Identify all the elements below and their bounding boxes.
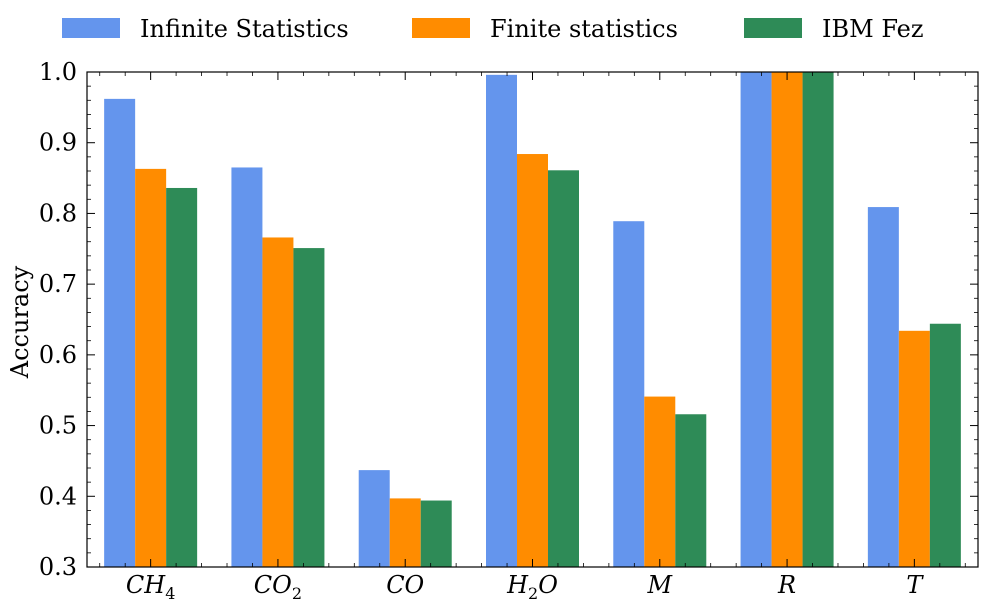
- y-tick-label: 0.8: [39, 199, 77, 227]
- bar-ibm-fez-1: [293, 248, 325, 568]
- x-tick-label: CO2: [254, 571, 302, 603]
- y-tick-label: 0.4: [39, 482, 77, 510]
- bars-layer: [104, 72, 961, 568]
- y-tick-label: 1.0: [39, 58, 77, 86]
- bar-infinite-statistics-3: [486, 74, 517, 567]
- x-tick-label-subscript: 4: [165, 584, 175, 603]
- bar-infinite-statistics-1: [231, 167, 263, 567]
- legend-label-infinite-statistics: Infinite Statistics: [140, 15, 349, 43]
- bar-ibm-fez-2: [420, 500, 452, 567]
- x-tick-label-base: H: [506, 571, 529, 599]
- legend: Infinite Statistics Finite statistics IBM …: [62, 15, 924, 43]
- bar-finite-statistics-3: [517, 154, 548, 567]
- y-tick-label: 0.7: [39, 270, 77, 298]
- y-tick-label: 0.5: [39, 412, 77, 440]
- x-tick-label-base: T: [906, 571, 924, 599]
- bar-infinite-statistics-6: [867, 207, 899, 568]
- x-tick-label-suffix: O: [538, 571, 558, 599]
- bar-finite-statistics-6: [898, 330, 930, 567]
- bar-infinite-statistics-4: [613, 221, 645, 567]
- y-tick-label: 0.3: [39, 553, 77, 581]
- x-tick-label: CO: [386, 571, 424, 599]
- x-tick-label: M: [646, 571, 673, 599]
- legend-label-ibm-fez: IBM Fez: [822, 15, 924, 43]
- bar-finite-statistics-5: [771, 72, 803, 567]
- x-tick-label-base: R: [777, 571, 796, 599]
- bar-infinite-statistics-0: [104, 98, 136, 567]
- x-tick-label-base: M: [646, 571, 673, 599]
- x-tick-label-subscript: 2: [528, 584, 538, 603]
- x-tick-label-base: CH: [126, 571, 166, 599]
- x-tick-label-subscript: 2: [292, 584, 302, 603]
- bar-ibm-fez-6: [929, 323, 961, 567]
- x-tick-label: CH4: [126, 571, 175, 603]
- bar-ibm-fez-3: [548, 170, 579, 568]
- bar-finite-statistics-4: [644, 396, 676, 567]
- bar-finite-statistics-1: [262, 237, 294, 567]
- legend-swatch-ibm-fez: [744, 18, 802, 38]
- x-tick-label-base: CO: [254, 571, 292, 599]
- legend-label-finite-statistics: Finite statistics: [490, 15, 678, 43]
- legend-swatch-finite-statistics: [412, 18, 470, 38]
- y-axis-label: Accuracy: [6, 265, 34, 379]
- legend-swatch-infinite-statistics: [62, 18, 120, 38]
- bar-finite-statistics-0: [135, 168, 167, 567]
- x-tick-label: R: [777, 571, 796, 599]
- bar-infinite-statistics-2: [358, 470, 390, 567]
- bar-ibm-fez-5: [802, 72, 834, 567]
- bar-ibm-fez-4: [675, 414, 707, 567]
- bar-finite-statistics-2: [389, 498, 421, 567]
- x-tick-label-base: CO: [386, 571, 424, 599]
- bar-infinite-statistics-5: [740, 72, 772, 567]
- x-tick-label: T: [906, 571, 924, 599]
- y-tick-label: 0.6: [39, 341, 77, 369]
- bar-ibm-fez-0: [166, 187, 198, 567]
- x-tick-label: H2O: [506, 571, 558, 603]
- y-tick-label: 0.9: [39, 129, 77, 157]
